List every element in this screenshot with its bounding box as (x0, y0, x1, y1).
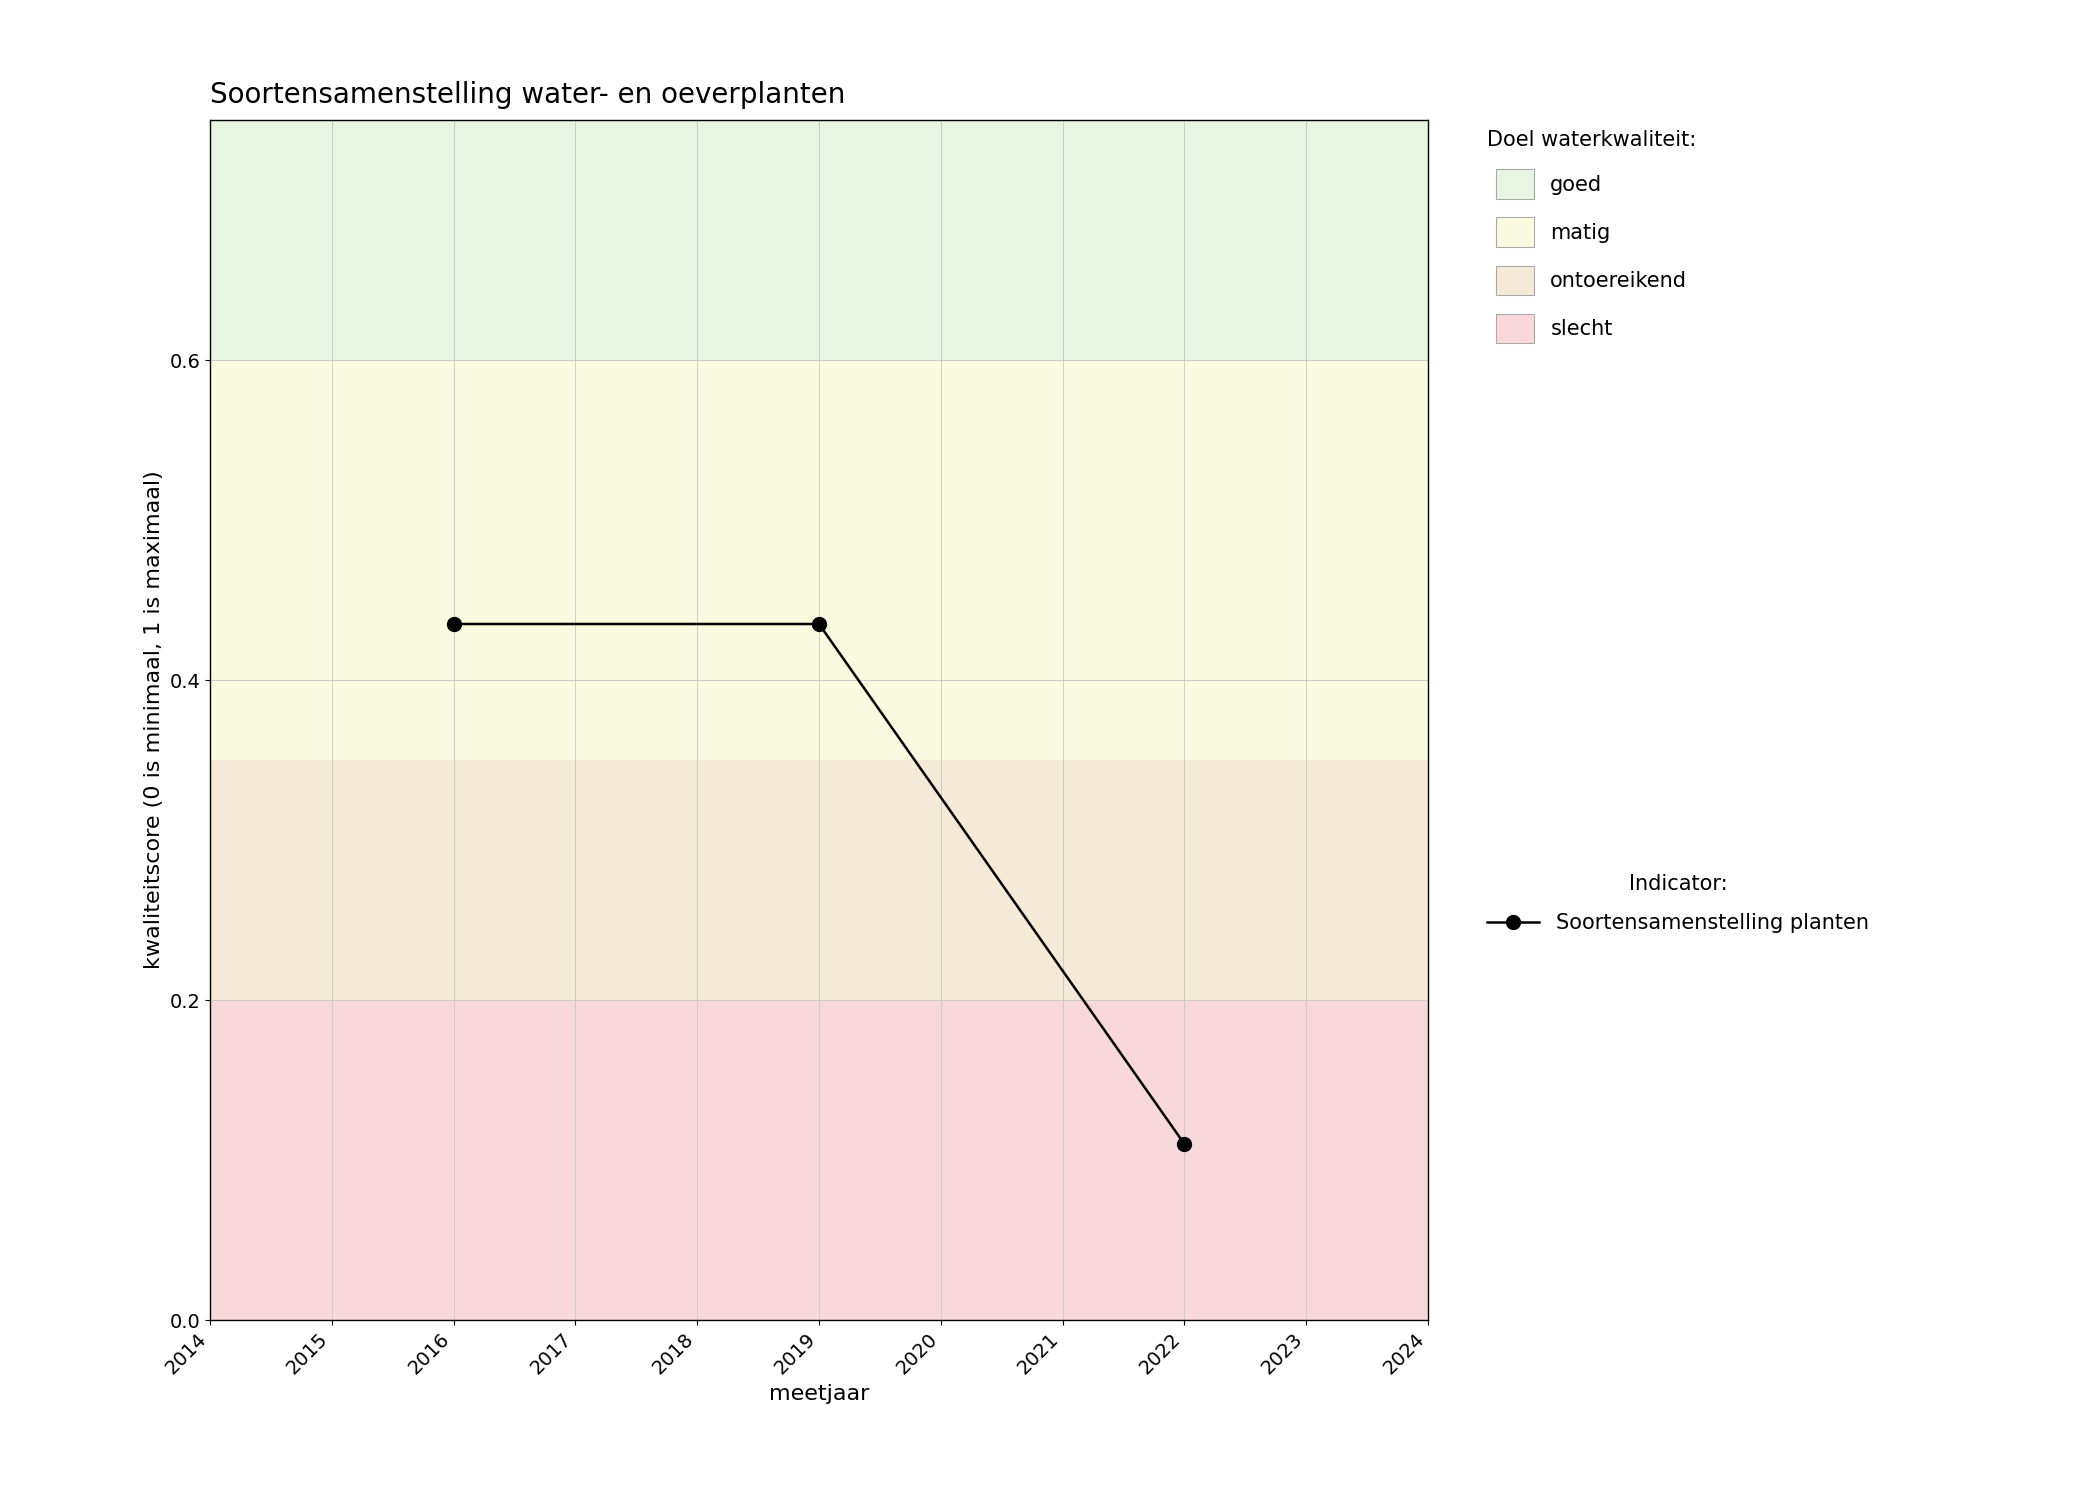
Bar (210, 1000, 1428, 1320)
Text: Soortensamenstelling water- en oeverplanten: Soortensamenstelling water- en oeverplan… (210, 81, 846, 110)
Legend: Soortensamenstelling planten: Soortensamenstelling planten (1487, 874, 1869, 933)
Y-axis label: kwaliteitscore (0 is minimaal, 1 is maximaal): kwaliteitscore (0 is minimaal, 1 is maxi… (143, 471, 164, 969)
Bar (210, 120, 1428, 360)
Bar (210, 360, 1428, 760)
X-axis label: meetjaar: meetjaar (769, 1383, 869, 1404)
Bar (210, 760, 1428, 1000)
